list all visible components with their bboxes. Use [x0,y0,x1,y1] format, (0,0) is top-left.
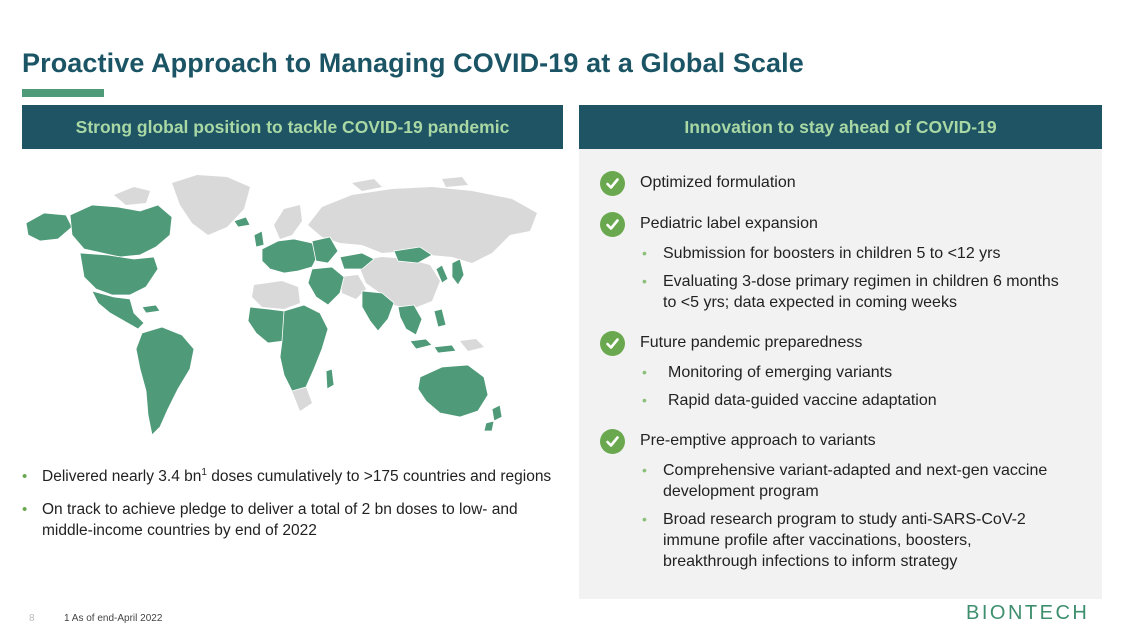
check-circle-icon [600,170,625,196]
innovation-item-title: Pediatric label expansion [640,215,818,232]
bullet-dot: • [22,468,28,485]
innovation-item: Optimized formulation [600,170,1100,196]
innovation-sub-item: • Monitoring of emerging variants [642,362,1100,383]
biontech-logo: BIONTECH [966,602,1089,624]
innovation-item: Pediatric label expansion • Submission f… [600,211,1100,320]
innovation-item-title: Pre-emptive approach to variants [640,432,876,449]
check-circle-icon [600,330,625,356]
left-bullet-pledge-text: On track to achieve pledge to deliver a … [42,501,518,539]
bullet-dot: • [642,245,647,261]
innovation-sub-item-text: Comprehensive variant-adapted and next-g… [663,462,1048,500]
innovation-sub-item-text: Monitoring of emerging variants [668,364,893,381]
footnote: 1 As of end-April 2022 [64,613,163,624]
innovation-sub-item-text: Rapid data-guided vaccine adaptation [668,392,937,409]
innovation-panel [579,149,1102,599]
innovation-sub-item-text: Evaluating 3-dose primary regimen in chi… [663,273,1059,311]
page-title: Proactive Approach to Managing COVID-19 … [22,48,804,78]
left-section-header-text: Strong global position to tackle COVID-1… [75,116,510,137]
innovation-sub-item-text: Submission for boosters in children 5 to… [663,245,1001,262]
right-section-header: Innovation to stay ahead of COVID-19 [579,105,1102,149]
left-bullet-doses-pre: Delivered nearly 3.4 bn [42,468,202,485]
world-map [25,175,537,436]
left-bullet-pledge: • On track to achieve pledge to deliver … [22,499,563,541]
title-underline [22,89,104,97]
map-delivered-regions [25,204,503,436]
bullet-dot: • [642,273,647,289]
left-bullets: • Delivered nearly 3.4 bn1 doses cumulat… [22,466,563,553]
check-circle-icon [600,428,625,454]
innovation-item-title: Optimized formulation [640,174,796,191]
innovation-item-title: Future pandemic preparedness [640,334,863,351]
innovation-sub-item: • Submission for boosters in children 5 … [642,243,1100,264]
bullet-dot: • [642,392,647,408]
check-circle-icon [600,211,625,237]
biontech-logo-text: BIONTECH [966,602,1089,624]
bullet-dot: • [642,462,647,478]
left-bullet-doses-post: doses cumulatively to >175 countries and… [206,468,552,485]
bullet-dot: • [22,501,28,518]
innovation-sub-item: • Evaluating 3-dose primary regimen in c… [642,271,1073,313]
page-number: 8 [29,613,35,624]
left-bullet-doses: • Delivered nearly 3.4 bn1 doses cumulat… [22,466,563,487]
innovation-sub-item-text: Broad research program to study anti-SAR… [663,511,1026,570]
innovation-item: Pre-emptive approach to variants • Compr… [600,428,1100,579]
left-section-header: Strong global position to tackle COVID-1… [22,105,563,149]
map-other-regions [114,175,537,411]
innovation-item: Future pandemic preparedness • Monitorin… [600,330,1100,418]
right-section-header-text: Innovation to stay ahead of COVID-19 [684,116,997,137]
footnote-marker: 1 [201,466,207,478]
innovation-sub-item: • Rapid data-guided vaccine adaptation [642,390,1100,411]
innovation-sub-item: • Comprehensive variant-adapted and next… [642,460,1048,502]
bullet-dot: • [642,511,647,527]
innovation-sub-item: • Broad research program to study anti-S… [642,509,1058,572]
bullet-dot: • [642,364,647,380]
